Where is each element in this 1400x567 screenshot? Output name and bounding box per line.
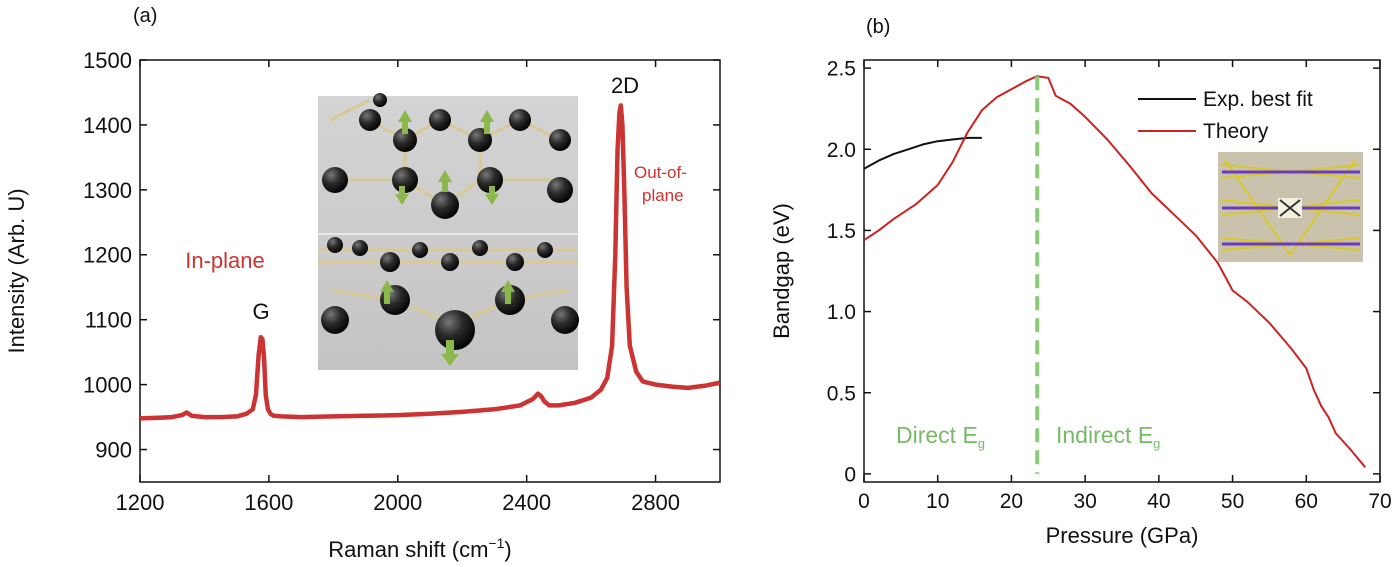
panel-b-legend: Exp. best fit Theory [1138, 88, 1313, 143]
x-tick-label: 2400 [502, 490, 551, 515]
panel-b-y-axis-title: Bandgap (eV) [769, 203, 794, 339]
panel-b-label: (b) [866, 16, 890, 38]
theory-line [863, 75, 1367, 469]
x-tick-label: 1200 [116, 490, 165, 515]
panel-a-series-layer [139, 103, 721, 421]
x-tick-label: 70 [1368, 490, 1391, 513]
y-tick-label: 2.0 [827, 139, 856, 162]
panel-b-inset-image [1218, 152, 1363, 262]
x-tick-label: 2000 [373, 490, 422, 515]
y-tick-label: 0.5 [827, 382, 856, 405]
y-tick-label: 1.0 [827, 301, 856, 324]
panel-b-x-axis: 0 10 20 30 40 50 60 70 [858, 60, 1392, 513]
panel-a: (a) [4, 5, 721, 562]
panel-a-y-axis: 900 1000 1100 1200 1300 1400 1500 [83, 48, 720, 462]
panel-a-x-axis: 1200 1600 2000 2400 2800 [116, 60, 680, 515]
y-tick-label: 1200 [83, 243, 132, 268]
x-tick-label: 0 [858, 490, 870, 513]
y-tick-label: 2.5 [827, 58, 856, 81]
y-tick-label: 1100 [85, 308, 132, 333]
x-tick-label: 40 [1147, 490, 1170, 513]
panel-b-y-axis: 0 0.5 1.0 1.5 2.0 2.5 [827, 58, 1380, 486]
out-of-plane-annotation-line2: plane [642, 186, 684, 205]
panel-a-plot-frame [139, 59, 721, 483]
y-tick-label: 1500 [83, 48, 132, 73]
x-tick-label: 20 [1000, 490, 1023, 513]
2d-peak-label: 2D [611, 73, 639, 98]
y-tick-label: 900 [95, 437, 132, 462]
panel-b-x-axis-title: Pressure (GPa) [1046, 523, 1199, 548]
panel-a-inset-image [318, 93, 579, 370]
y-tick-label: 1400 [83, 113, 132, 138]
panel-a-x-axis-title: Raman shift (cm−1) [328, 535, 511, 562]
panel-b-plot-frame [863, 59, 1381, 483]
legend-label-exp: Exp. best fit [1203, 88, 1313, 111]
x-tick-label: 2800 [631, 490, 680, 515]
legend-label-theory: Theory [1203, 120, 1269, 143]
raman-spectrum-line [139, 103, 721, 421]
y-tick-label: 1300 [83, 178, 132, 203]
in-plane-annotation: In-plane [185, 248, 265, 273]
x-tick-label: 1600 [244, 490, 293, 515]
x-tick-label: 60 [1295, 490, 1318, 513]
indirect-gap-annotation: Indirect Eg [1056, 422, 1160, 451]
x-tick-label: 30 [1073, 490, 1096, 513]
panel-b: (b) 0 10 20 30 40 50 60 70 0 0.5 1.0 1.5 2.0 2.5 [769, 16, 1392, 548]
panel-a-y-axis-title: Intensity (Arb. U) [4, 188, 29, 353]
direct-gap-annotation: Direct Eg [896, 422, 985, 451]
y-tick-label: 1000 [83, 373, 132, 398]
y-tick-label: 1.5 [827, 220, 856, 243]
g-peak-label: G [252, 299, 269, 324]
panel-b-series-layer [863, 75, 1367, 474]
x-tick-label: 10 [926, 490, 949, 513]
panel-a-label: (a) [133, 5, 157, 27]
exp-best-fit-line [863, 136, 982, 170]
x-tick-label: 50 [1221, 490, 1244, 513]
out-of-plane-annotation-line1: Out-of- [634, 163, 687, 182]
y-tick-label: 0 [844, 463, 856, 486]
